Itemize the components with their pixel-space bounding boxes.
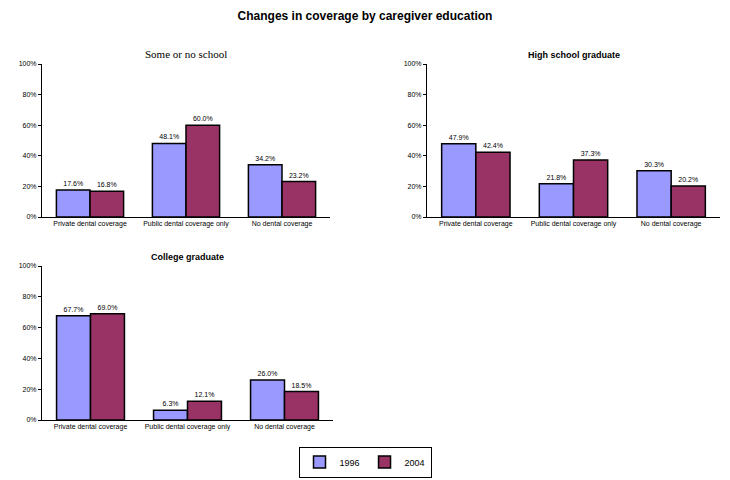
svg-text:No dental coverage: No dental coverage [254,423,315,431]
svg-text:Public dental coverage only: Public dental coverage only [531,220,617,228]
svg-text:60.0%: 60.0% [193,115,213,122]
svg-text:Private dental coverage: Private dental coverage [54,423,128,431]
svg-text:Public dental coverage only: Public dental coverage only [145,423,231,431]
svg-text:1996: 1996 [340,458,360,468]
svg-text:Some or no school: Some or no school [145,48,227,60]
svg-text:47.9%: 47.9% [449,134,469,141]
svg-text:67.7%: 67.7% [64,306,84,313]
svg-text:20%: 20% [23,386,37,393]
svg-text:40%: 40% [23,152,37,159]
svg-text:40%: 40% [408,152,422,159]
svg-text:100%: 100% [19,262,37,269]
svg-text:No dental coverage: No dental coverage [252,220,313,228]
svg-text:2004: 2004 [405,458,425,468]
svg-text:48.1%: 48.1% [159,133,179,140]
svg-text:No dental coverage: No dental coverage [641,220,702,228]
svg-text:60%: 60% [23,122,37,129]
svg-text:0%: 0% [411,213,421,220]
svg-text:23.2%: 23.2% [289,172,309,179]
svg-text:80%: 80% [408,91,422,98]
svg-text:69.0%: 69.0% [98,304,118,311]
svg-text:100%: 100% [19,60,37,67]
svg-text:80%: 80% [23,293,37,300]
svg-text:20%: 20% [23,183,37,190]
svg-text:42.4%: 42.4% [483,142,503,149]
svg-text:Public dental coverage only: Public dental coverage only [143,220,229,228]
svg-text:20.2%: 20.2% [678,176,698,183]
svg-text:26.0%: 26.0% [258,370,278,377]
svg-text:40%: 40% [23,355,37,362]
svg-text:80%: 80% [23,91,37,98]
svg-text:High school graduate: High school graduate [528,50,620,60]
svg-text:Changes in coverage by caregiv: Changes in coverage by caregiver educati… [238,9,493,23]
svg-text:60%: 60% [23,324,37,331]
svg-text:College graduate: College graduate [151,252,224,262]
svg-text:37.3%: 37.3% [581,150,601,157]
svg-text:18.5%: 18.5% [292,382,312,389]
svg-text:Private dental coverage: Private dental coverage [53,220,127,228]
svg-text:60%: 60% [408,122,422,129]
svg-text:0%: 0% [26,213,36,220]
svg-text:16.8%: 16.8% [97,181,117,188]
svg-text:0%: 0% [26,416,36,423]
svg-text:34.2%: 34.2% [255,155,275,162]
svg-text:12.1%: 12.1% [195,391,215,398]
svg-text:21.8%: 21.8% [546,174,566,181]
svg-text:17.6%: 17.6% [63,180,83,187]
svg-text:6.3%: 6.3% [163,400,179,407]
svg-text:100%: 100% [404,60,422,67]
svg-text:20%: 20% [408,183,422,190]
svg-text:Private dental coverage: Private dental coverage [439,220,513,228]
svg-text:30.3%: 30.3% [644,161,664,168]
